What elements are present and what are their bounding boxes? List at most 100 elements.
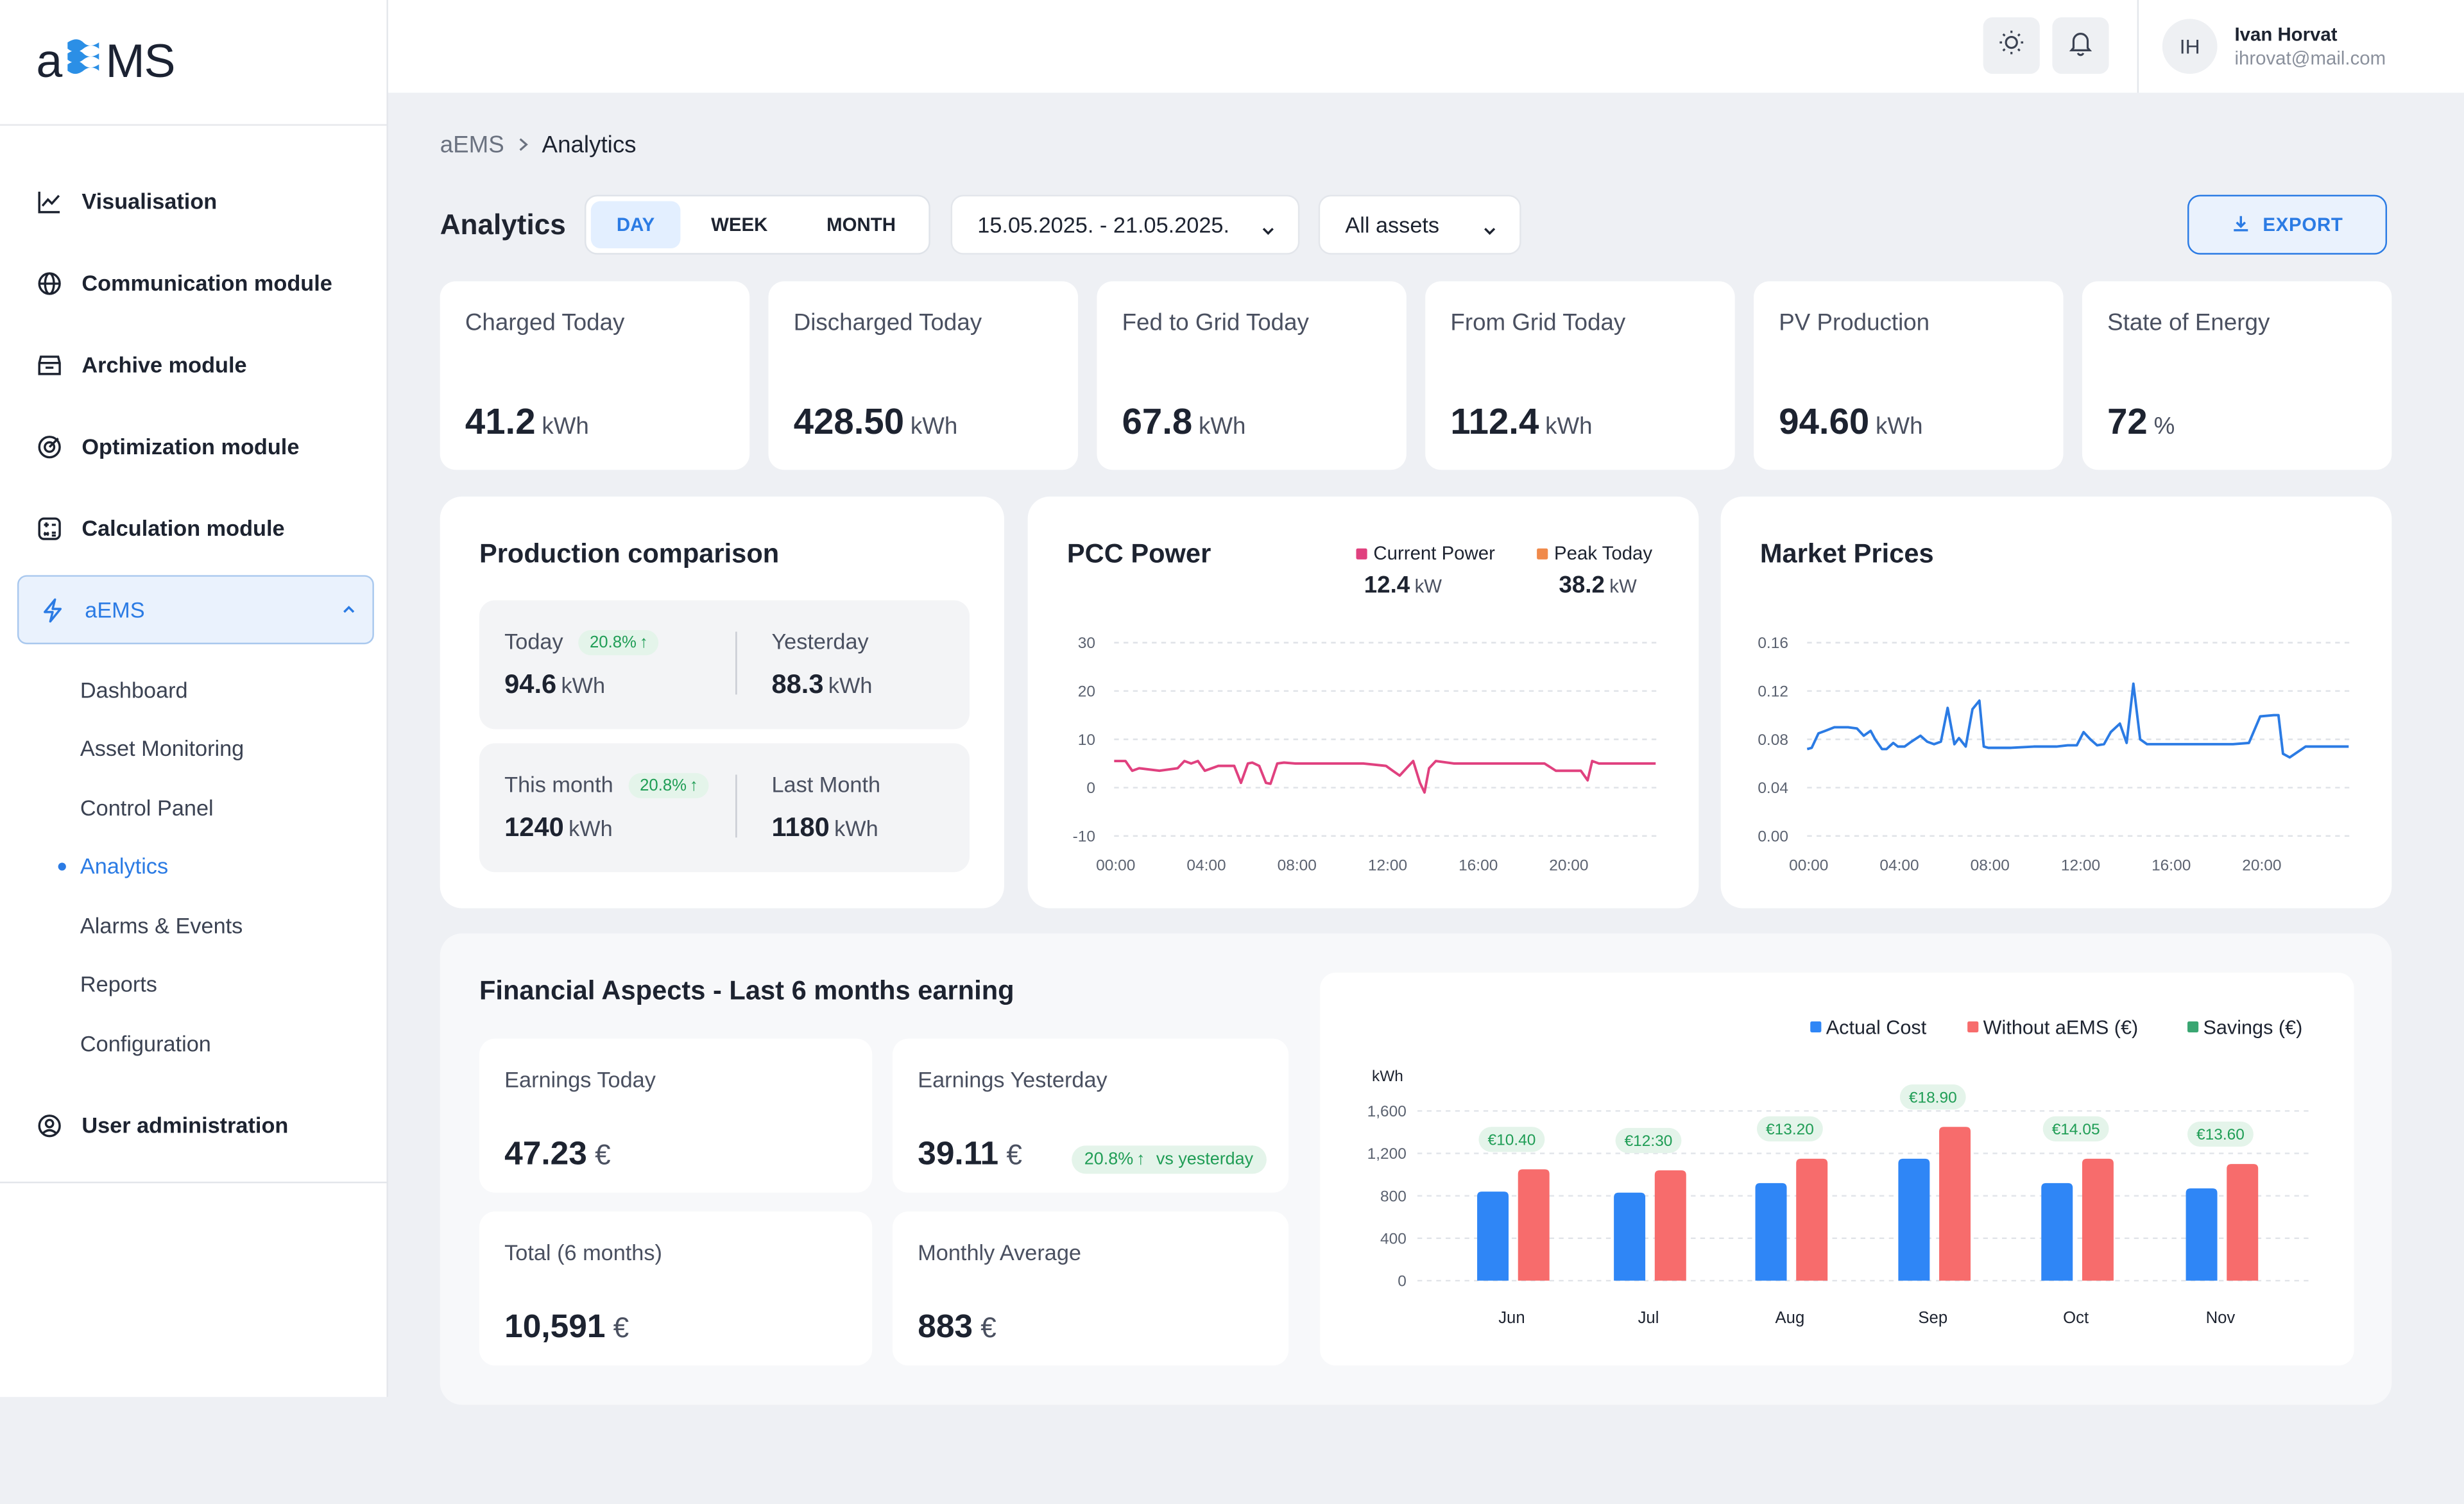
calculator-icon <box>36 515 63 542</box>
user-name: Ivan Horvat <box>2234 23 2338 46</box>
theme-toggle-button[interactable] <box>1983 17 2040 74</box>
bar-without-aems <box>1654 1170 1686 1281</box>
y-tick-label: 1,600 <box>1367 1103 1407 1120</box>
y-tick-label: 0.04 <box>1758 780 1788 797</box>
bar-actual-cost <box>2041 1183 2073 1281</box>
subnav-item-reports[interactable]: Reports <box>80 971 157 997</box>
savings-label: €13.20 <box>1766 1121 1814 1138</box>
financial-bar-chart: kWh 1,600 1,200 800 400 0 Actual Cost Without a… <box>1367 1016 2311 1327</box>
savings-label: €12:30 <box>1625 1132 1673 1150</box>
topbar-divider <box>2137 0 2139 93</box>
y-tick-label: 0 <box>1086 780 1095 797</box>
kpi-label: Discharged Today <box>793 309 982 337</box>
monthly-average-card: Monthly Average 883 € <box>893 1211 1289 1366</box>
sidebar-item-optimization[interactable]: Optimization module <box>0 406 386 487</box>
sidebar-divider <box>0 1181 388 1184</box>
avatar[interactable]: IH <box>2162 19 2218 74</box>
value-number: 88.3 <box>771 669 824 699</box>
legend-label: Savings (€) <box>2203 1016 2302 1038</box>
kpi-label: Charged Today <box>465 309 625 337</box>
sidebar-item-visualisation[interactable]: Visualisation <box>0 160 386 242</box>
x-tick-label: Jul <box>1638 1309 1659 1327</box>
subnav-item-control-panel[interactable]: Control Panel <box>80 794 214 820</box>
financial-panel: Financial Aspects - Last 6 months earnin… <box>440 933 2392 1405</box>
subnav-item-asset-monitoring[interactable]: Asset Monitoring <box>80 735 244 761</box>
lightning-icon <box>39 596 66 623</box>
sidebar-item-communication[interactable]: Communication module <box>0 242 386 323</box>
assets-select[interactable]: All assets <box>1318 194 1521 255</box>
yesterday-value: 88.3 kWh <box>771 669 872 701</box>
subnav-item-alarms-events[interactable]: Alarms & Events <box>80 912 243 938</box>
change-badge: 20.8% ↑ <box>578 630 659 656</box>
last-month-value: 1180 kWh <box>771 812 878 844</box>
x-tick-label: 20:00 <box>2242 857 2281 875</box>
download-icon <box>2231 213 2250 237</box>
x-tick-label: Nov <box>2206 1309 2236 1327</box>
x-tick-label: 20:00 <box>1549 857 1588 875</box>
change-value: 20.8% <box>1084 1150 1134 1170</box>
bar-actual-cost <box>1614 1192 1646 1281</box>
today-label-text: Today <box>504 628 563 654</box>
breadcrumb-current: Analytics <box>542 132 637 159</box>
sidebar-item-archive[interactable]: Archive module <box>0 323 386 405</box>
top-bar: IH Ivan Horvat ihrovat@mail.com <box>388 0 2464 93</box>
divider <box>735 774 737 838</box>
kpi-unit: % <box>2153 413 2175 440</box>
kpi-value: 72% <box>2107 400 2175 443</box>
period-day-button[interactable]: DAY <box>590 201 681 248</box>
x-tick-label: Sep <box>1918 1309 1947 1327</box>
savings-badge <box>1615 1127 1682 1154</box>
y-tick-label: 0.08 <box>1758 731 1788 749</box>
notifications-button[interactable] <box>2052 17 2109 74</box>
savings-label: €13.60 <box>2196 1126 2245 1143</box>
page-title: Analytics <box>440 209 566 241</box>
legend-swatch <box>1967 1021 1979 1032</box>
y-axis-label: kWh <box>1372 1068 1403 1085</box>
value-number: 39.11 <box>918 1136 999 1172</box>
export-label: EXPORT <box>2263 214 2343 236</box>
y-tick-label: 10 <box>1078 731 1095 749</box>
bar-without-aems <box>1796 1158 1828 1281</box>
chevron-up-icon[interactable] <box>341 597 356 622</box>
value-unit: € <box>613 1312 629 1344</box>
subnav-item-dashboard[interactable]: Dashboard <box>80 676 188 703</box>
kpi-value: 428.50 kWh <box>794 400 958 443</box>
divider <box>735 631 737 695</box>
export-button[interactable]: EXPORT <box>2187 194 2388 255</box>
logo-mark: a MS <box>36 34 175 90</box>
subnav-item-analytics[interactable]: Analytics <box>0 837 386 896</box>
user-email: ihrovat@mail.com <box>2234 47 2386 69</box>
sidebar-item-calculation[interactable]: Calculation module <box>0 487 386 568</box>
date-range-value: 15.05.2025. - 21.05.2025. <box>977 212 1229 237</box>
sidebar-item-label: Archive module <box>81 352 247 377</box>
total-6-months-card: Total (6 months) 10,591 € <box>479 1211 873 1366</box>
kpi-value: 67.8 kWh <box>1122 400 1246 443</box>
bar-without-aems <box>2082 1158 2114 1281</box>
value-unit: kWh <box>834 816 878 841</box>
sidebar-item-aems[interactable]: aEMS <box>17 575 374 645</box>
change-badge: 20.8% ↑ vs yesterday <box>1072 1145 1266 1174</box>
y-tick-label: -10 <box>1073 828 1095 845</box>
period-month-button[interactable]: MONTH <box>826 214 896 236</box>
subnav-item-configuration[interactable]: Configuration <box>80 1030 211 1056</box>
period-week-button[interactable]: WEEK <box>711 214 768 236</box>
series-line <box>1806 682 2349 759</box>
y-tick-label: 0.16 <box>1758 635 1788 652</box>
brand-logo[interactable]: a MS <box>0 0 387 126</box>
value-number: 38.2 <box>1559 572 1605 599</box>
value-unit: € <box>980 1312 997 1344</box>
kpi-label: Fed to Grid Today <box>1122 309 1309 337</box>
breadcrumb-root[interactable]: aEMS <box>440 132 504 159</box>
kpi-card-pv-production: PV Production 94.60 kWh <box>1754 281 2064 470</box>
x-tick-label: Jun <box>1498 1309 1525 1327</box>
bar-without-aems <box>1518 1169 1550 1281</box>
archive-box-icon <box>36 351 63 378</box>
logo-text-left: a <box>36 35 62 87</box>
date-range-select[interactable]: 15.05.2025. - 21.05.2025. <box>950 194 1300 255</box>
this-month-label-text: This month <box>504 771 613 797</box>
x-tick-label: Aug <box>1775 1309 1805 1327</box>
panel-title: Production comparison <box>479 539 780 569</box>
savings-badge <box>2042 1116 2109 1141</box>
sidebar-item-user-administration[interactable]: User administration <box>0 1084 388 1166</box>
bell-icon <box>2066 28 2094 64</box>
